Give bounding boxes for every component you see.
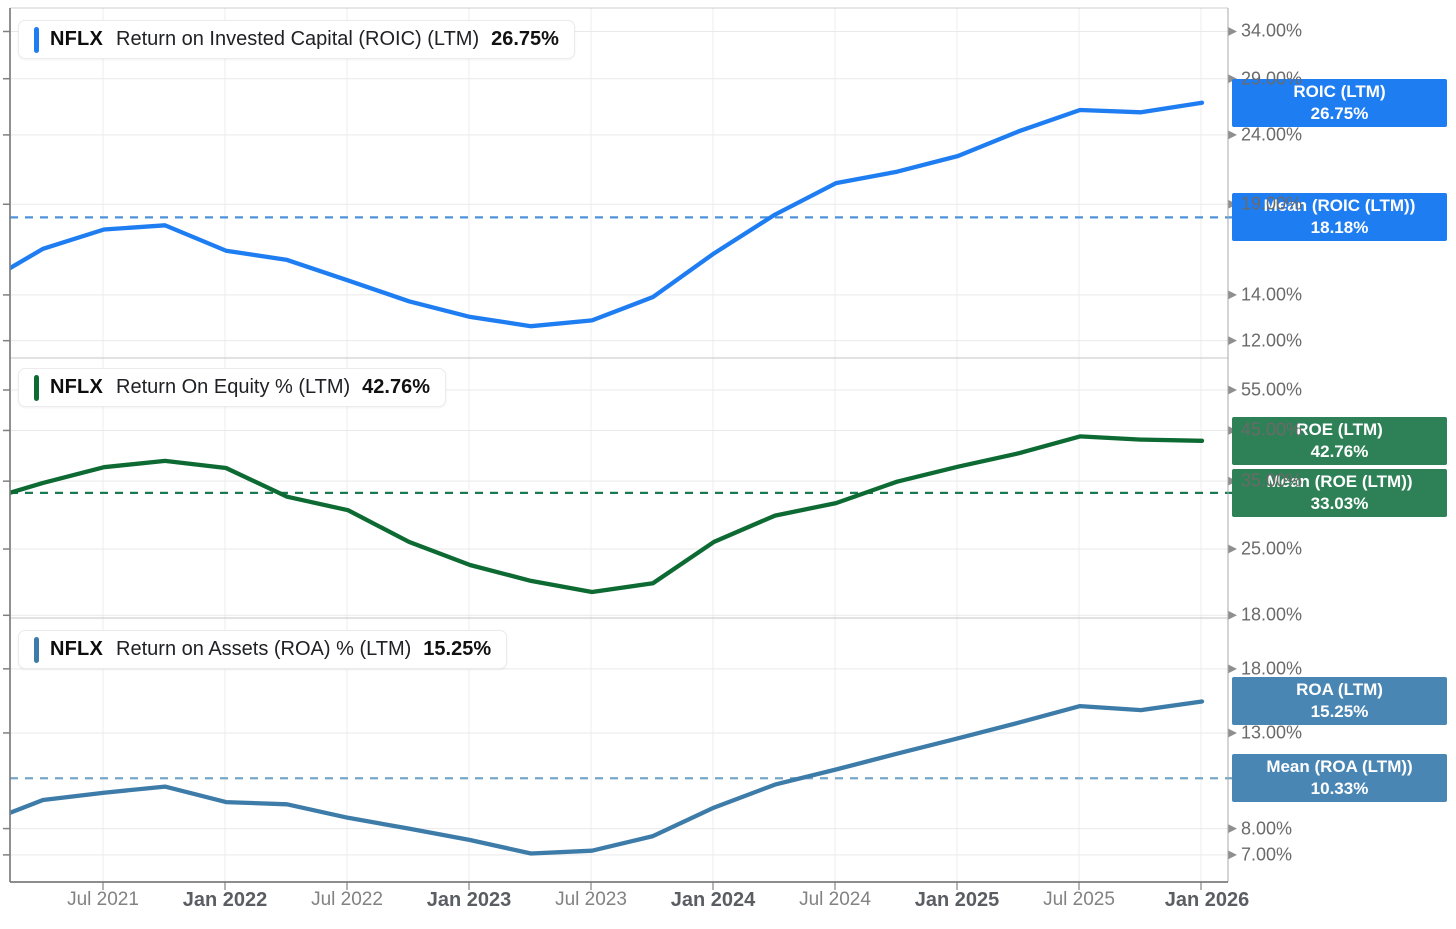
x-tick-label: Jan 2025 [914, 889, 1000, 911]
y-tick-label: 19.00% [1241, 193, 1303, 214]
series-line [10, 100, 1205, 329]
series-color-bar [34, 636, 39, 663]
y-tick-arrow [1228, 544, 1237, 554]
y-tick-label: 13.00% [1241, 722, 1303, 743]
legend-value: 26.75% [491, 28, 559, 50]
legend-roa[interactable]: NFLX Return on Assets (ROA) % (LTM) 15.2… [18, 630, 508, 669]
x-tick-label: Jul 2024 [799, 889, 871, 910]
y-tick-label: 7.00% [1241, 844, 1293, 865]
last-value-badge-roa[interactable]: ROA (LTM) 15.25% [1232, 677, 1447, 726]
legend-ticker: NFLX [50, 376, 104, 398]
legend-roic[interactable]: NFLX Return on Invested Capital (ROIC) (… [18, 20, 575, 59]
badge-label: Mean (ROIC (LTM)) [1263, 196, 1416, 216]
y-tick-label: 55.00% [1241, 379, 1303, 400]
legend-ticker: NFLX [50, 638, 104, 660]
y-tick-arrow [1228, 610, 1237, 620]
last-value-badge-roe[interactable]: ROE (LTM) 42.76% [1232, 416, 1447, 465]
x-tick-label: Jul 2025 [1043, 889, 1115, 910]
y-tick-label: 18.00% [1241, 604, 1303, 625]
legend-metric: Return on Invested Capital (ROIC) (LTM) [116, 28, 480, 50]
y-tick-label: 34.00% [1241, 20, 1303, 41]
badge-value: 42.76% [1310, 441, 1369, 461]
x-tick-label: Jan 2022 [182, 889, 268, 911]
badge-value: 33.03% [1310, 493, 1369, 513]
y-tick-arrow [1228, 824, 1237, 834]
y-tick-label: 25.00% [1241, 538, 1303, 559]
y-tick-label: 18.00% [1241, 658, 1303, 679]
y-tick-arrow [1228, 664, 1237, 674]
series-color-bar [34, 374, 39, 401]
series-line [10, 434, 1205, 595]
x-tick-label: Jul 2021 [67, 889, 139, 910]
mean-badge-roic[interactable]: Mean (ROIC (LTM)) 18.18% [1232, 193, 1447, 242]
legend-value: 15.25% [423, 638, 492, 660]
y-tick-label: 12.00% [1241, 330, 1303, 351]
legend-value: 42.76% [362, 376, 431, 398]
legend-metric: Return On Equity % (LTM) [116, 376, 351, 398]
y-tick-arrow [1228, 385, 1237, 395]
badge-label: ROA (LTM) [1296, 680, 1383, 700]
y-tick-label: 14.00% [1241, 284, 1303, 305]
badge-value: 18.18% [1310, 218, 1369, 238]
y-tick-arrow [1228, 130, 1237, 140]
legend-roe[interactable]: NFLX Return On Equity % (LTM) 42.76% [18, 368, 447, 407]
last-value-badge-roic[interactable]: ROIC (LTM) 26.75% [1232, 78, 1447, 127]
y-tick-label: 45.00% [1241, 419, 1303, 440]
mean-badge-roe[interactable]: Mean (ROE (LTM)) 33.03% [1232, 468, 1447, 517]
badge-label: Mean (ROE (LTM)) [1266, 471, 1413, 491]
series-color-bar [34, 26, 39, 53]
y-tick-arrow [1228, 336, 1237, 346]
x-tick-label: Jan 2023 [426, 889, 512, 911]
y-tick-arrow [1228, 728, 1237, 738]
y-tick-label: 35.00% [1241, 470, 1303, 491]
x-tick-label: Jan 2024 [670, 889, 756, 911]
y-tick-arrow [1228, 26, 1237, 36]
x-tick-label: Jul 2022 [311, 889, 383, 910]
series-line [10, 699, 1205, 856]
legend-ticker: NFLX [50, 28, 104, 50]
x-tick-label: Jan 2026 [1164, 889, 1250, 911]
badge-value: 26.75% [1310, 103, 1369, 123]
badge-label: ROIC (LTM) [1293, 81, 1386, 101]
badge-value: 15.25% [1310, 702, 1369, 722]
y-tick-label: 8.00% [1241, 818, 1293, 839]
y-tick-label: 29.00% [1241, 68, 1303, 89]
badge-value: 10.33% [1310, 779, 1369, 799]
badge-label: Mean (ROA (LTM)) [1266, 757, 1413, 777]
badge-label: ROE (LTM) [1296, 419, 1383, 439]
y-tick-arrow [1228, 290, 1237, 300]
legend-metric: Return on Assets (ROA) % (LTM) [116, 638, 412, 660]
mean-badge-roa[interactable]: Mean (ROA (LTM)) 10.33% [1232, 754, 1447, 803]
x-tick-label: Jul 2023 [555, 889, 627, 910]
y-tick-arrow [1228, 850, 1237, 860]
y-tick-label: 24.00% [1241, 124, 1303, 145]
